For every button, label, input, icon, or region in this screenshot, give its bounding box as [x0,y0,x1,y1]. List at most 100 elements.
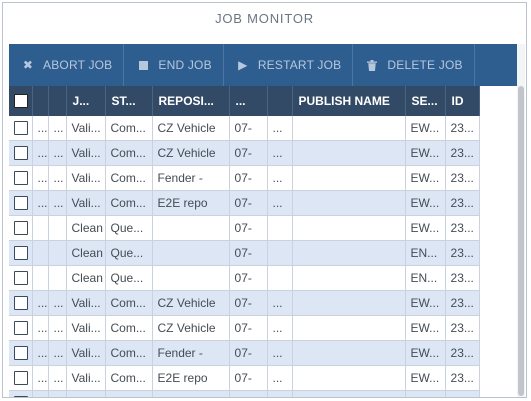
select-all-header[interactable] [9,86,33,116]
cell-select[interactable] [9,165,33,191]
row-checkbox[interactable] [14,346,28,361]
table-row[interactable]: ......Vali...Com...07-...EW...23... [9,390,480,397]
row-checkbox[interactable] [14,171,28,186]
cell-select[interactable] [9,140,33,166]
table-row[interactable]: ...... Vali... Com... CZ Vehicle 07-... EW...… [9,290,480,316]
row-checkbox[interactable] [14,196,28,211]
row-checkbox[interactable] [14,121,28,136]
play-icon: ▶ [238,58,248,72]
cell-server: EW... [405,190,446,216]
cell-col-2: ... [48,315,67,341]
cell-repository: E2E repo [152,365,230,391]
column-header-7[interactable] [267,86,293,116]
close-icon: ✖ [22,58,34,72]
column-header-publish-name[interactable]: PUBLISH NAME [292,86,406,116]
restart-job-button[interactable]: ▶ RESTART JOB [224,44,354,86]
stop-icon [136,58,150,72]
cell-server: EW... [405,390,446,397]
end-job-button[interactable]: END JOB [124,44,224,86]
cell-select[interactable] [9,240,33,266]
column-header-server[interactable]: SE... [405,86,446,116]
table-row[interactable]: ...... Vali... Com... CZ Vehicle 07-... EW...… [9,116,480,141]
column-header-id[interactable]: ID [445,86,480,116]
job-monitor-window: JOB MONITOR ✖ ABORT JOB END JOB ▶ RESTAR… [2,2,527,398]
cell-job: Vali... [66,315,106,341]
cell-id: 23... [445,365,480,391]
cell-select[interactable] [9,290,33,316]
cell-server: EW... [405,215,446,241]
table-row[interactable]: Clean Que... 07- EW... 23... [9,215,480,241]
table-row[interactable]: ...... Vali... Com... CZ Vehicle 07-... EW...… [9,315,480,341]
vertical-scrollbar[interactable] [517,44,525,397]
cell-status: Com... [105,365,153,391]
cell-date: 07- [229,140,268,166]
table-row[interactable]: Clean Que... 07- EN... 23... [9,240,480,266]
row-checkbox[interactable] [14,221,28,236]
cell-id: 23... [445,240,480,266]
scrollbar-thumb[interactable] [518,86,524,396]
cell-status: Com... [105,315,153,341]
cell-job: Vali... [66,165,106,191]
cell-job: Clean [66,240,106,266]
row-checkbox[interactable] [14,321,28,336]
cell-server: EW... [405,290,446,316]
column-header-date[interactable]: ... [229,86,268,116]
cell-publish-name [292,116,406,141]
cell-select[interactable] [9,365,33,391]
cell-date: 07- [229,265,268,291]
cell-col-2: ... [48,340,67,366]
table-row[interactable]: ...... Vali... Com... E2E repo 07-... EW... 23… [9,365,480,391]
cell-job: Vali... [66,140,106,166]
cell-col-1: ... [32,390,49,397]
column-header-1[interactable] [32,86,49,116]
cell-job: Vali... [66,340,106,366]
cell-date: 07- [229,190,268,216]
cell-col-1: ... [32,365,49,391]
abort-job-button[interactable]: ✖ ABORT JOB [9,44,125,86]
cell-job: Clean [66,215,106,241]
table-row[interactable]: ...... Vali... Com... Fender -07-... EW... 23… [9,340,480,366]
window-title: JOB MONITOR [215,11,314,26]
cell-select[interactable] [9,116,33,141]
cell-job: Vali... [66,190,106,216]
table-row[interactable]: Clean Que... 07- EN... 23... [9,265,480,291]
cell-select[interactable] [9,315,33,341]
cell-status: Com... [105,116,153,141]
column-header-repository[interactable]: REPOSI... [152,86,230,116]
row-checkbox[interactable] [14,246,28,261]
cell-select[interactable] [9,215,33,241]
cell-id: 23... [445,315,480,341]
cell-select[interactable] [9,390,33,397]
column-header-job[interactable]: J... [66,86,106,116]
select-all-checkbox[interactable] [14,94,28,109]
delete-job-button[interactable]: DELETE JOB [353,44,475,86]
cell-date: 07- [229,340,268,366]
cell-col-1: ... [32,340,49,366]
header-row: J... ST... REPOSI... ... PUBLISH NAME SE… [9,86,480,116]
jobs-table: J... ST... REPOSI... ... PUBLISH NAME SE… [9,86,480,397]
row-checkbox[interactable] [14,296,28,311]
table-row[interactable]: ...... Vali... Com... Fender -07-... EW... 23… [9,165,480,191]
column-header-status[interactable]: ST... [105,86,153,116]
cell-col-2 [48,240,67,266]
cell-select[interactable] [9,190,33,216]
cell-id: 23... [445,390,480,397]
table-row[interactable]: ...... Vali... Com... CZ Vehicle 07-... EW...… [9,140,480,166]
row-checkbox[interactable] [14,146,28,161]
cell-col-1 [32,265,49,291]
cell-publish-name [292,190,406,216]
cell-col-7 [267,215,293,241]
cell-id: 23... [445,290,480,316]
row-checkbox[interactable] [14,396,28,397]
row-checkbox[interactable] [14,271,28,286]
column-header-2[interactable] [48,86,67,116]
row-checkbox[interactable] [14,371,28,386]
cell-select[interactable] [9,265,33,291]
table-row[interactable]: ...... Vali... Com... E2E repo 07-... EW... 23… [9,190,480,216]
cell-server: EW... [405,365,446,391]
cell-publish-name [292,165,406,191]
cell-date: 07- [229,116,268,141]
cell-id: 23... [445,215,480,241]
cell-col-7: ... [267,140,293,166]
cell-select[interactable] [9,340,33,366]
